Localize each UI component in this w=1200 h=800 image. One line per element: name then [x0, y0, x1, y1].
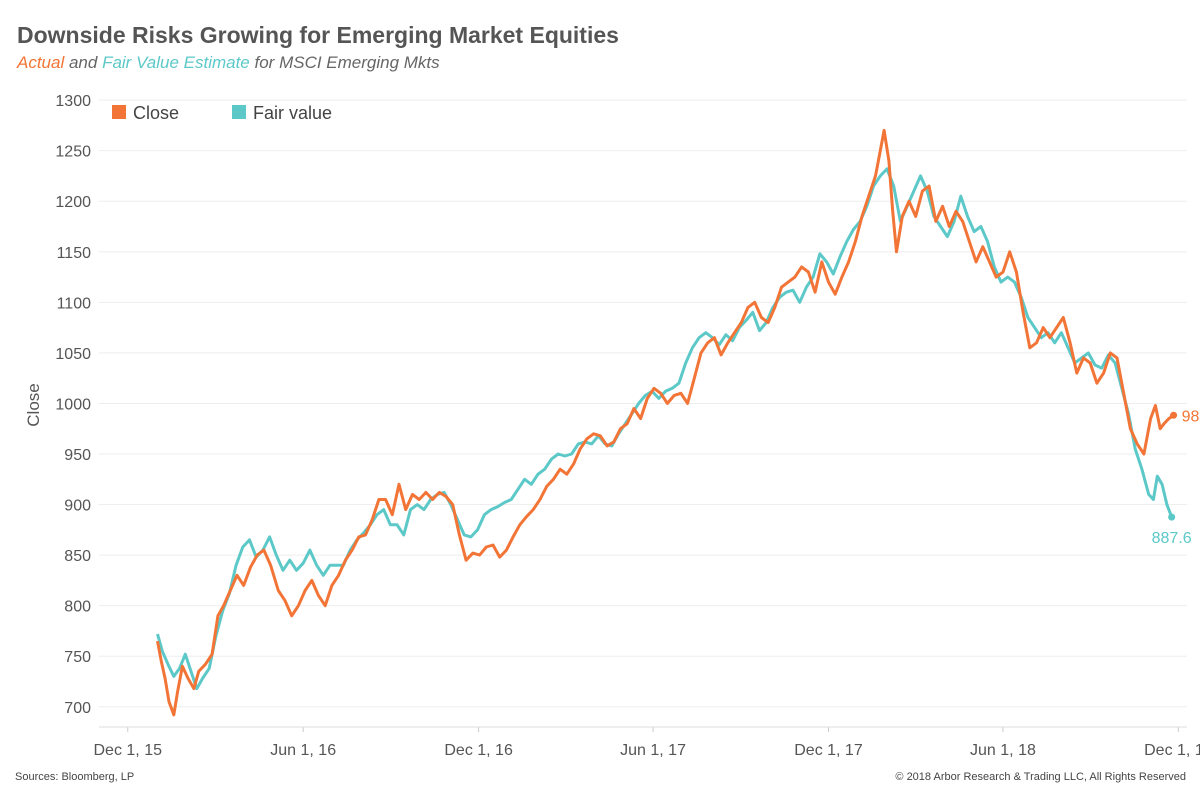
y-tick-label: 1200 [55, 194, 91, 211]
y-axis-ticks: 700 750 800 850 900 950 1000 1050 1100 1150 1200 12… [55, 93, 91, 717]
x-tick-label: Dec 1, 18 [1144, 742, 1200, 759]
subtitle-actual: Actual [17, 53, 65, 72]
y-tick-label: 850 [64, 548, 91, 565]
y-tick-label: 1050 [55, 346, 91, 363]
subtitle-and: and [64, 53, 103, 72]
chart-title: Downside Risks Growing for Emerging Mark… [17, 22, 619, 48]
end-point-close [1170, 411, 1178, 419]
y-tick-label: 1300 [55, 93, 91, 110]
y-tick-label: 1000 [55, 396, 91, 413]
copyright-note: © 2018 Arbor Research & Trading LLC, All… [895, 771, 1186, 783]
x-tick-label: Dec 1, 17 [794, 742, 863, 759]
series-line-fair-value [156, 167, 1174, 691]
y-tick-label: 1250 [55, 144, 91, 161]
x-tick-label: Dec 1, 15 [94, 742, 163, 759]
y-tick-label: 800 [64, 599, 91, 616]
series-layer: 887.6 988.3 [156, 128, 1200, 717]
y-tick-label: 950 [64, 447, 91, 464]
series-line-close [156, 128, 1175, 717]
subtitle-fair-value: Fair Value Estimate [102, 53, 250, 72]
y-tick-label: 1150 [57, 245, 92, 262]
subtitle-rest: for MSCI Emerging Mkts [249, 53, 440, 72]
legend: Close Fair value [112, 103, 332, 123]
y-tick-label: 700 [64, 700, 91, 717]
y-tick-label: 1100 [57, 295, 92, 312]
x-tick-label: Dec 1, 16 [444, 742, 513, 759]
chart-subtitle: Actual and Fair Value Estimate for MSCI … [17, 53, 440, 73]
end-label-fair-value: 887.6 [1152, 530, 1192, 547]
legend-fair-value-swatch [232, 105, 246, 119]
legend-fair-value-label: Fair value [253, 103, 332, 123]
end-label-close: 988.3 [1182, 408, 1200, 425]
x-tick-label: Jun 1, 18 [970, 742, 1036, 759]
x-tick-label: Jun 1, 16 [270, 742, 336, 759]
legend-close-label: Close [133, 103, 179, 123]
source-note: Sources: Bloomberg, LP [15, 771, 135, 783]
x-tick-label: Jun 1, 17 [620, 742, 686, 759]
y-axis-title: Close [24, 383, 43, 426]
x-axis-ticks: Dec 1, 15 Jun 1, 16 Dec 1, 16 Jun 1, 17 Dec … [94, 727, 1200, 759]
y-tick-label: 900 [64, 498, 91, 515]
y-tick-label: 750 [64, 649, 91, 666]
grid-lines [99, 99, 1187, 708]
end-point-fair-value [1168, 513, 1176, 521]
legend-close-swatch [112, 105, 126, 119]
line-chart: 700 750 800 850 900 950 1000 1050 1100 1150 1200 12… [24, 93, 1200, 759]
